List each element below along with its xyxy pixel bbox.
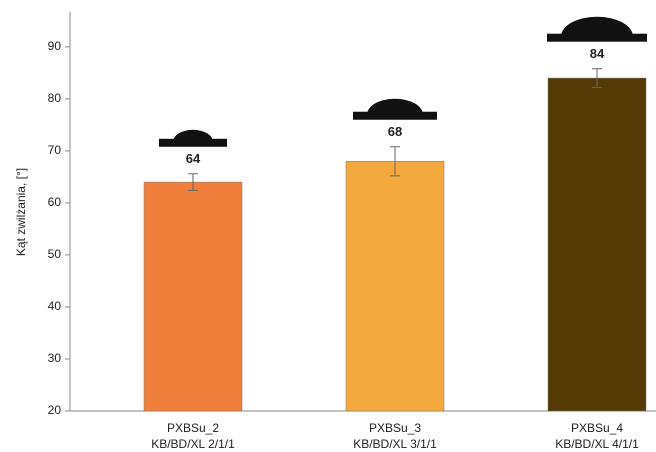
- droplet-base: [353, 111, 437, 120]
- droplet-base: [547, 33, 647, 42]
- x-tick-label: PXBSu_2: [167, 421, 219, 435]
- y-axis-label: Kąt zwilżania, [°]: [14, 168, 28, 256]
- bar: [345, 161, 445, 412]
- x-tick-label: KB/BD/XL 3/1/1: [353, 437, 437, 451]
- y-tick-label: 50: [48, 247, 62, 261]
- droplet: [561, 16, 633, 37]
- value-label: 64: [186, 151, 201, 166]
- droplet-base: [159, 138, 227, 147]
- x-tick-label: PXBSu_4: [571, 421, 623, 435]
- y-tick-label: 80: [48, 91, 62, 105]
- y-tick-label: 30: [48, 351, 62, 365]
- droplet: [173, 129, 213, 142]
- bar: [547, 77, 647, 412]
- value-label: 68: [388, 124, 402, 139]
- value-label: 84: [590, 46, 605, 61]
- y-tick-label: 20: [48, 403, 62, 417]
- y-tick-label: 40: [48, 299, 62, 313]
- bar: [143, 181, 243, 412]
- droplet: [367, 98, 423, 115]
- y-tick-label: 70: [48, 143, 62, 157]
- x-tick-label: KB/BD/XL 4/1/1: [555, 437, 639, 451]
- y-tick-label: 60: [48, 195, 62, 209]
- x-tick-label: PXBSu_3: [369, 421, 421, 435]
- y-tick-label: 90: [48, 39, 62, 53]
- x-tick-label: KB/BD/XL 2/1/1: [151, 437, 235, 451]
